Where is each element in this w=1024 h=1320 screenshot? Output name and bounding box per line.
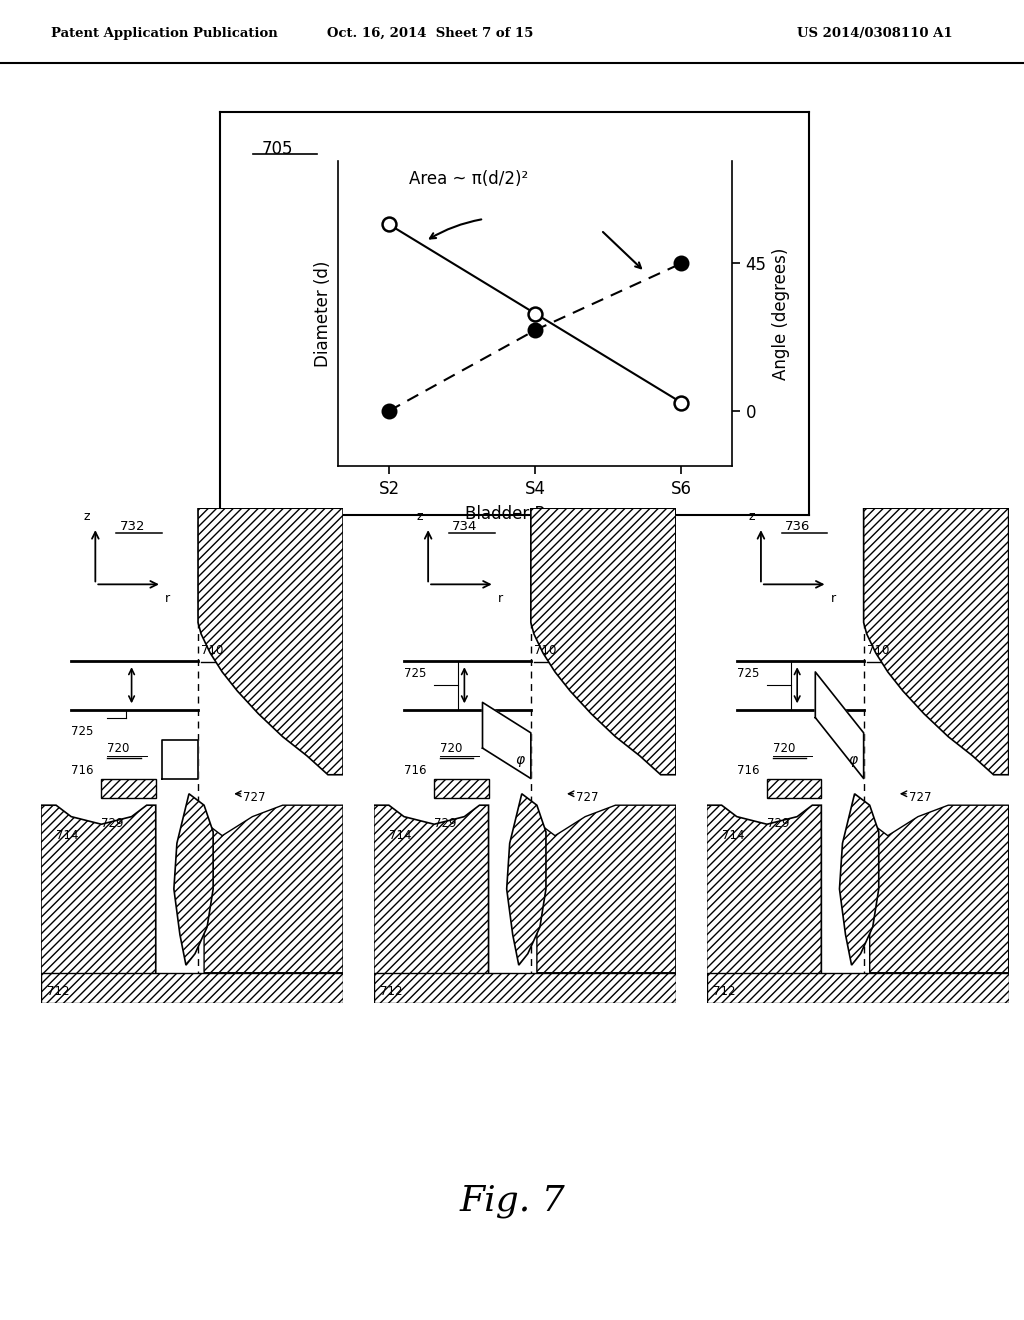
Text: φ: φ	[849, 752, 858, 767]
Text: r: r	[830, 591, 836, 605]
Text: 734: 734	[453, 520, 477, 533]
Text: 710: 710	[876, 940, 898, 953]
Polygon shape	[198, 508, 343, 775]
Polygon shape	[374, 805, 488, 1003]
Polygon shape	[707, 973, 1009, 1003]
Text: z: z	[416, 511, 423, 524]
Text: 716: 716	[72, 764, 93, 777]
Text: 720: 720	[108, 742, 130, 755]
Polygon shape	[840, 793, 879, 965]
Text: 725: 725	[403, 668, 426, 680]
Text: Oct. 16, 2014  Sheet 7 of 15: Oct. 16, 2014 Sheet 7 of 15	[327, 26, 534, 40]
Text: 732: 732	[120, 520, 145, 533]
Text: 710: 710	[866, 644, 889, 657]
Text: 720: 720	[440, 742, 463, 755]
Text: r: r	[165, 591, 170, 605]
Text: 710: 710	[534, 644, 556, 657]
Text: z: z	[83, 511, 90, 524]
Polygon shape	[41, 805, 156, 1003]
Text: 727: 727	[577, 791, 599, 804]
Text: US 2014/0308110 A1: US 2014/0308110 A1	[797, 26, 952, 40]
Text: 705: 705	[261, 140, 293, 158]
Text: 736: 736	[785, 520, 810, 533]
Text: Area ~ π(d/2)²: Area ~ π(d/2)²	[409, 170, 528, 187]
Polygon shape	[530, 508, 676, 775]
Text: 729: 729	[767, 817, 790, 830]
Polygon shape	[101, 779, 156, 797]
Polygon shape	[869, 805, 1009, 973]
Text: 714: 714	[722, 829, 744, 842]
Polygon shape	[707, 805, 821, 1003]
Text: 710: 710	[201, 644, 223, 657]
Text: 712: 712	[47, 985, 70, 998]
Text: 710: 710	[210, 940, 232, 953]
Text: 714: 714	[389, 829, 412, 842]
Polygon shape	[374, 973, 676, 1003]
Polygon shape	[204, 805, 343, 973]
Text: 727: 727	[909, 791, 932, 804]
Polygon shape	[507, 793, 546, 965]
Text: 727: 727	[244, 791, 266, 804]
Polygon shape	[815, 672, 863, 779]
Text: 714: 714	[56, 829, 79, 842]
Text: 716: 716	[736, 764, 759, 777]
Polygon shape	[767, 779, 821, 797]
Polygon shape	[434, 779, 488, 797]
Polygon shape	[863, 508, 1009, 775]
Text: r: r	[498, 591, 503, 605]
Text: 716: 716	[403, 764, 426, 777]
Text: Fig. 7: Fig. 7	[459, 1184, 565, 1218]
Polygon shape	[41, 973, 343, 1003]
X-axis label: Bladder Pressure: Bladder Pressure	[465, 504, 605, 523]
Polygon shape	[537, 805, 676, 973]
Text: φ: φ	[516, 752, 525, 767]
Text: 712: 712	[713, 985, 735, 998]
Text: 729: 729	[101, 817, 124, 830]
Text: Patent Application Publication: Patent Application Publication	[51, 26, 278, 40]
Text: 712: 712	[380, 985, 402, 998]
Y-axis label: Diameter (d): Diameter (d)	[314, 260, 333, 367]
Polygon shape	[162, 741, 198, 779]
Polygon shape	[174, 793, 213, 965]
Text: 720: 720	[773, 742, 796, 755]
Text: 725: 725	[72, 725, 93, 738]
Text: 710: 710	[543, 940, 565, 953]
Text: z: z	[749, 511, 756, 524]
Y-axis label: Angle (degrees): Angle (degrees)	[772, 247, 791, 380]
Text: 729: 729	[434, 817, 457, 830]
Polygon shape	[482, 702, 530, 779]
Text: 725: 725	[736, 668, 759, 680]
